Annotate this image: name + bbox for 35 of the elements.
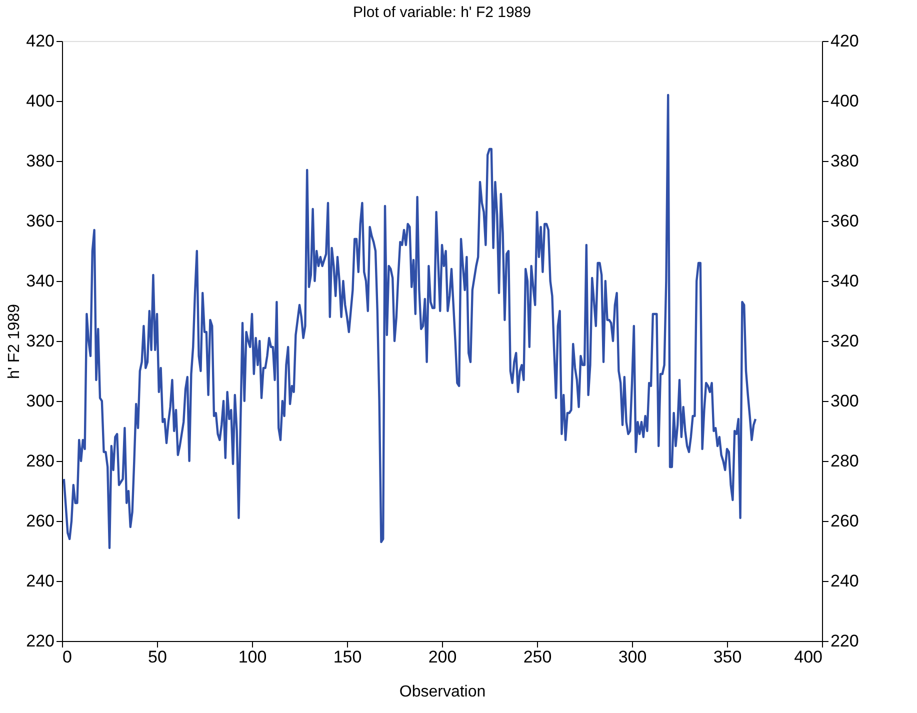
y2-tick-label: 240 <box>830 572 859 590</box>
y-tick-label: 420 <box>26 32 54 50</box>
y2-tick-label: 300 <box>830 392 859 410</box>
x-tick-label: 50 <box>148 648 167 666</box>
x-tick-label: 100 <box>238 648 267 666</box>
line-series <box>62 94 757 550</box>
x-tick-label: 400 <box>794 648 822 666</box>
chart-title: Plot of variable: h' F2 1989 <box>353 4 531 21</box>
y-tick-label: 260 <box>26 512 54 530</box>
x-tick-label: 200 <box>428 648 457 666</box>
x-tick-label: 300 <box>618 648 647 666</box>
y-tick-label: 300 <box>26 392 54 410</box>
y2-tick-label: 320 <box>830 332 859 350</box>
y-tick-label: 240 <box>26 572 54 590</box>
y-axis-title: h' F2 1989 <box>6 304 24 380</box>
y-tick-label: 360 <box>26 212 54 230</box>
y2-tick-label: 280 <box>830 452 859 470</box>
y2-tick-label: 380 <box>830 152 859 170</box>
y-tick-label: 320 <box>26 332 54 350</box>
y-tick-label: 280 <box>26 452 54 470</box>
y2-tick-label: 220 <box>830 632 859 650</box>
x-tick-label: 0 <box>62 648 72 666</box>
y2-tick-label: 260 <box>830 512 859 530</box>
y-tick-label: 380 <box>26 152 54 170</box>
x-tick-label: 150 <box>333 648 362 666</box>
y2-tick-label: 400 <box>830 92 859 110</box>
y-tick-label: 340 <box>26 272 54 290</box>
x-axis-title: Observation <box>399 684 486 700</box>
y-tick-label: 400 <box>26 92 54 110</box>
x-tick-label: 350 <box>713 648 742 666</box>
y-tick-label: 220 <box>26 632 54 650</box>
x-tick-label: 250 <box>523 648 552 666</box>
y2-tick-label: 420 <box>830 32 859 50</box>
y2-tick-label: 340 <box>830 272 859 290</box>
y2-tick-label: 360 <box>830 212 859 230</box>
